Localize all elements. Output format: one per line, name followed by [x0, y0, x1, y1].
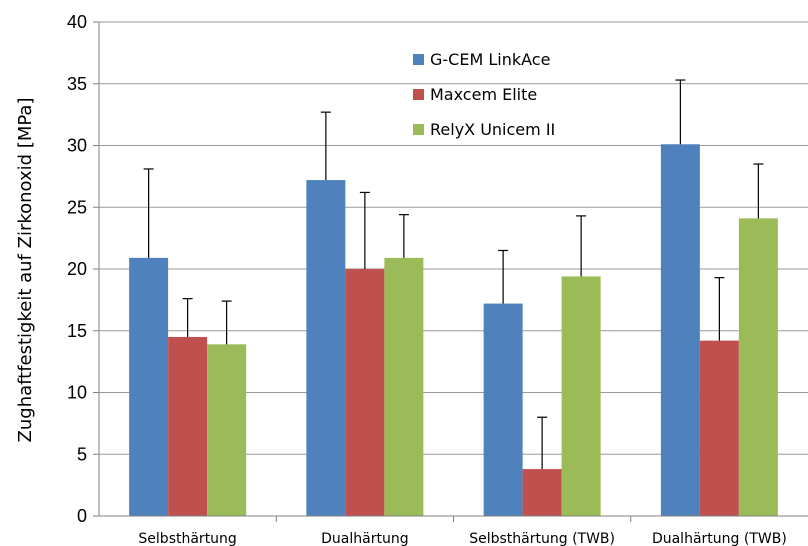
bar [306, 180, 346, 516]
bar [168, 336, 208, 516]
bar [483, 303, 523, 516]
y-tick-label: 15 [67, 321, 87, 341]
category-label: Dualhärtung (TWB) [652, 531, 787, 546]
legend-entry: Maxcem Elite [430, 85, 537, 104]
category-label: Selbsthärtung [138, 531, 236, 546]
legend-swatch [413, 54, 424, 65]
legend-swatch [413, 124, 424, 135]
bar [699, 340, 739, 516]
y-tick-label: 30 [67, 136, 87, 156]
bar-marks [129, 144, 778, 517]
category-label: Dualhärtung [321, 531, 408, 546]
y-axis-label: Zughaftfestigkeit auf Zirkonoxid [MPa] [15, 98, 36, 443]
bar [660, 144, 700, 516]
bar [207, 344, 247, 516]
y-tick-label: 5 [77, 444, 87, 464]
y-tick-label: 0 [77, 506, 87, 526]
bar [384, 257, 424, 516]
bar [345, 269, 385, 516]
y-tick-label: 35 [67, 74, 87, 94]
y-tick-labels: 0 5 10 15 20 25 30 35 40 [67, 12, 99, 526]
bar [522, 469, 562, 516]
y-tick-label: 20 [67, 259, 87, 279]
y-tick-label: 25 [67, 197, 87, 217]
bar [738, 218, 778, 517]
bar [561, 276, 601, 516]
y-tick-label: 10 [67, 383, 87, 403]
category-labels: Selbsthärtung Dualhärtung Selbsthärtung (T… [138, 516, 787, 546]
legend-entry: G-CEM LinkAce [430, 50, 550, 69]
category-label: Selbsthärtung (TWB) [469, 531, 615, 546]
legend: G-CEM LinkAce Maxcem Elite RelyX Unicem II [413, 50, 555, 139]
legend-entry: RelyX Unicem II [430, 120, 555, 139]
y-tick-label: 40 [67, 12, 87, 32]
bar [129, 257, 169, 516]
legend-swatch [413, 89, 424, 100]
error-bars [143, 79, 764, 470]
